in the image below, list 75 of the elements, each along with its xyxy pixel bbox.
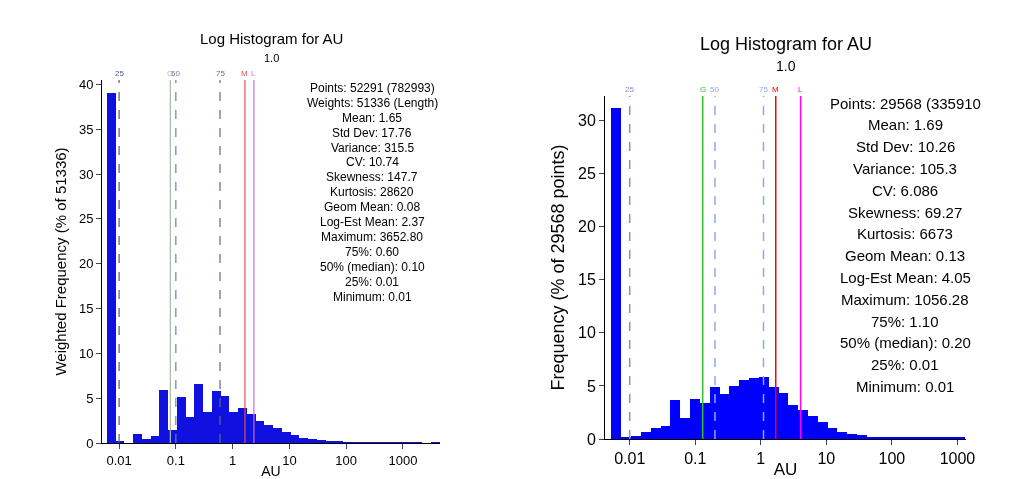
- x-tick-label: 100: [878, 450, 906, 468]
- x-axis-title: AU: [773, 460, 798, 479]
- x-tick-label: 1: [756, 450, 766, 468]
- y-axis-title: Frequency (% of 29568 points): [548, 144, 569, 391]
- annotation: Log-Est Mean: 2.37: [320, 215, 426, 229]
- y-tick-label: 0: [586, 430, 596, 448]
- chart-title: Log Histogram for AU: [200, 30, 344, 47]
- x-tick-label: 1000: [939, 450, 976, 468]
- annotation: Mean: 1.69: [868, 116, 944, 133]
- y-tick-label: 30: [78, 166, 94, 182]
- annotation: Kurtosis: 28620: [330, 185, 414, 199]
- y-tick-label: 0: [86, 435, 94, 451]
- annotation: 75%: 1.10: [871, 313, 939, 330]
- annotation: Points: 52291 (782993): [310, 81, 435, 95]
- annotation: M: [241, 69, 248, 78]
- annotation: Skewness: 147.7: [326, 170, 418, 184]
- x-axis-title: AU: [261, 463, 281, 479]
- annotation: Geom Mean: 0.08: [324, 200, 421, 214]
- y-tick-label: 10: [578, 324, 596, 342]
- y-tick-label: 20: [578, 218, 596, 236]
- annotation: L: [251, 69, 256, 78]
- annotation: Minimum: 0.01: [856, 378, 955, 395]
- y-tick-label: 35: [78, 121, 94, 137]
- annotation: Std Dev: 17.76: [332, 126, 412, 140]
- y-tick-label: 15: [78, 301, 94, 317]
- x-tick-label: 0.1: [684, 450, 707, 468]
- annotation: Maximum: 1056.28: [841, 291, 969, 308]
- annotation: 50% (median): 0.10: [320, 260, 426, 274]
- x-tick-label: 0.01: [614, 450, 646, 468]
- y-tick-label: 30: [578, 112, 596, 130]
- annotation: 50% (median): 0.20: [840, 334, 971, 351]
- chart-title: Log Histogram for AU: [700, 34, 873, 54]
- annotation: 75: [759, 85, 769, 94]
- annotation: 50: [710, 85, 720, 94]
- y-tick-label: 20: [78, 256, 94, 272]
- chart-subtitle: 1.0: [776, 58, 796, 74]
- x-tick-label: 0.01: [106, 452, 132, 468]
- annotation: CV: 10.74: [346, 155, 400, 169]
- x-tick-label: 10: [282, 452, 297, 468]
- annotation: Maximum: 3652.80: [321, 230, 424, 244]
- annotation: Kurtosis: 6673: [857, 225, 953, 242]
- x-tick-label: 1000: [388, 452, 418, 468]
- annotation: Geom Mean: 0.13: [845, 247, 966, 264]
- x-tick-label: 1: [229, 452, 237, 468]
- annotation: Skewness: 69.27: [848, 204, 963, 221]
- annotation: Minimum: 0.01: [333, 290, 413, 304]
- annotation: Std Dev: 10.26: [856, 138, 956, 155]
- y-tick-label: 5: [86, 390, 94, 406]
- chart-subtitle: 1.0: [264, 52, 280, 64]
- y-tick-label: 40: [78, 77, 94, 93]
- y-tick-label: 25: [78, 211, 94, 227]
- annotation: M: [772, 85, 779, 94]
- y-tick-label: 25: [578, 165, 596, 183]
- y-axis-title: Weighted Frequency (% of 51336): [52, 147, 70, 376]
- annotation: 25: [115, 69, 125, 78]
- annotation: G: [700, 85, 707, 94]
- y-tick-label: 10: [78, 345, 94, 361]
- annotation: Weights: 51336 (Length): [307, 96, 439, 110]
- x-tick-label: 10: [817, 450, 836, 468]
- annotation: Variance: 315.5: [331, 141, 415, 155]
- annotation: L: [798, 85, 803, 94]
- annotation: 25%: 0.01: [871, 356, 939, 373]
- annotation: 25%: 0.01: [345, 275, 400, 289]
- annotation: CV: 6.086: [872, 182, 939, 199]
- annotation: 75: [216, 69, 226, 78]
- annotation: 75%: 0.60: [345, 245, 400, 259]
- y-tick-label: 5: [586, 377, 596, 395]
- y-tick-label: 15: [578, 271, 596, 289]
- annotation: Variance: 105.3: [853, 160, 957, 177]
- annotation: Points: 29568 (335910: [830, 95, 981, 112]
- annotation: Mean: 1.65: [342, 111, 403, 125]
- annotation: 25: [625, 85, 635, 94]
- x-tick-label: 0.1: [166, 452, 185, 468]
- x-tick-label: 100: [335, 452, 357, 468]
- annotation: Log-Est Mean: 4.05: [840, 269, 971, 286]
